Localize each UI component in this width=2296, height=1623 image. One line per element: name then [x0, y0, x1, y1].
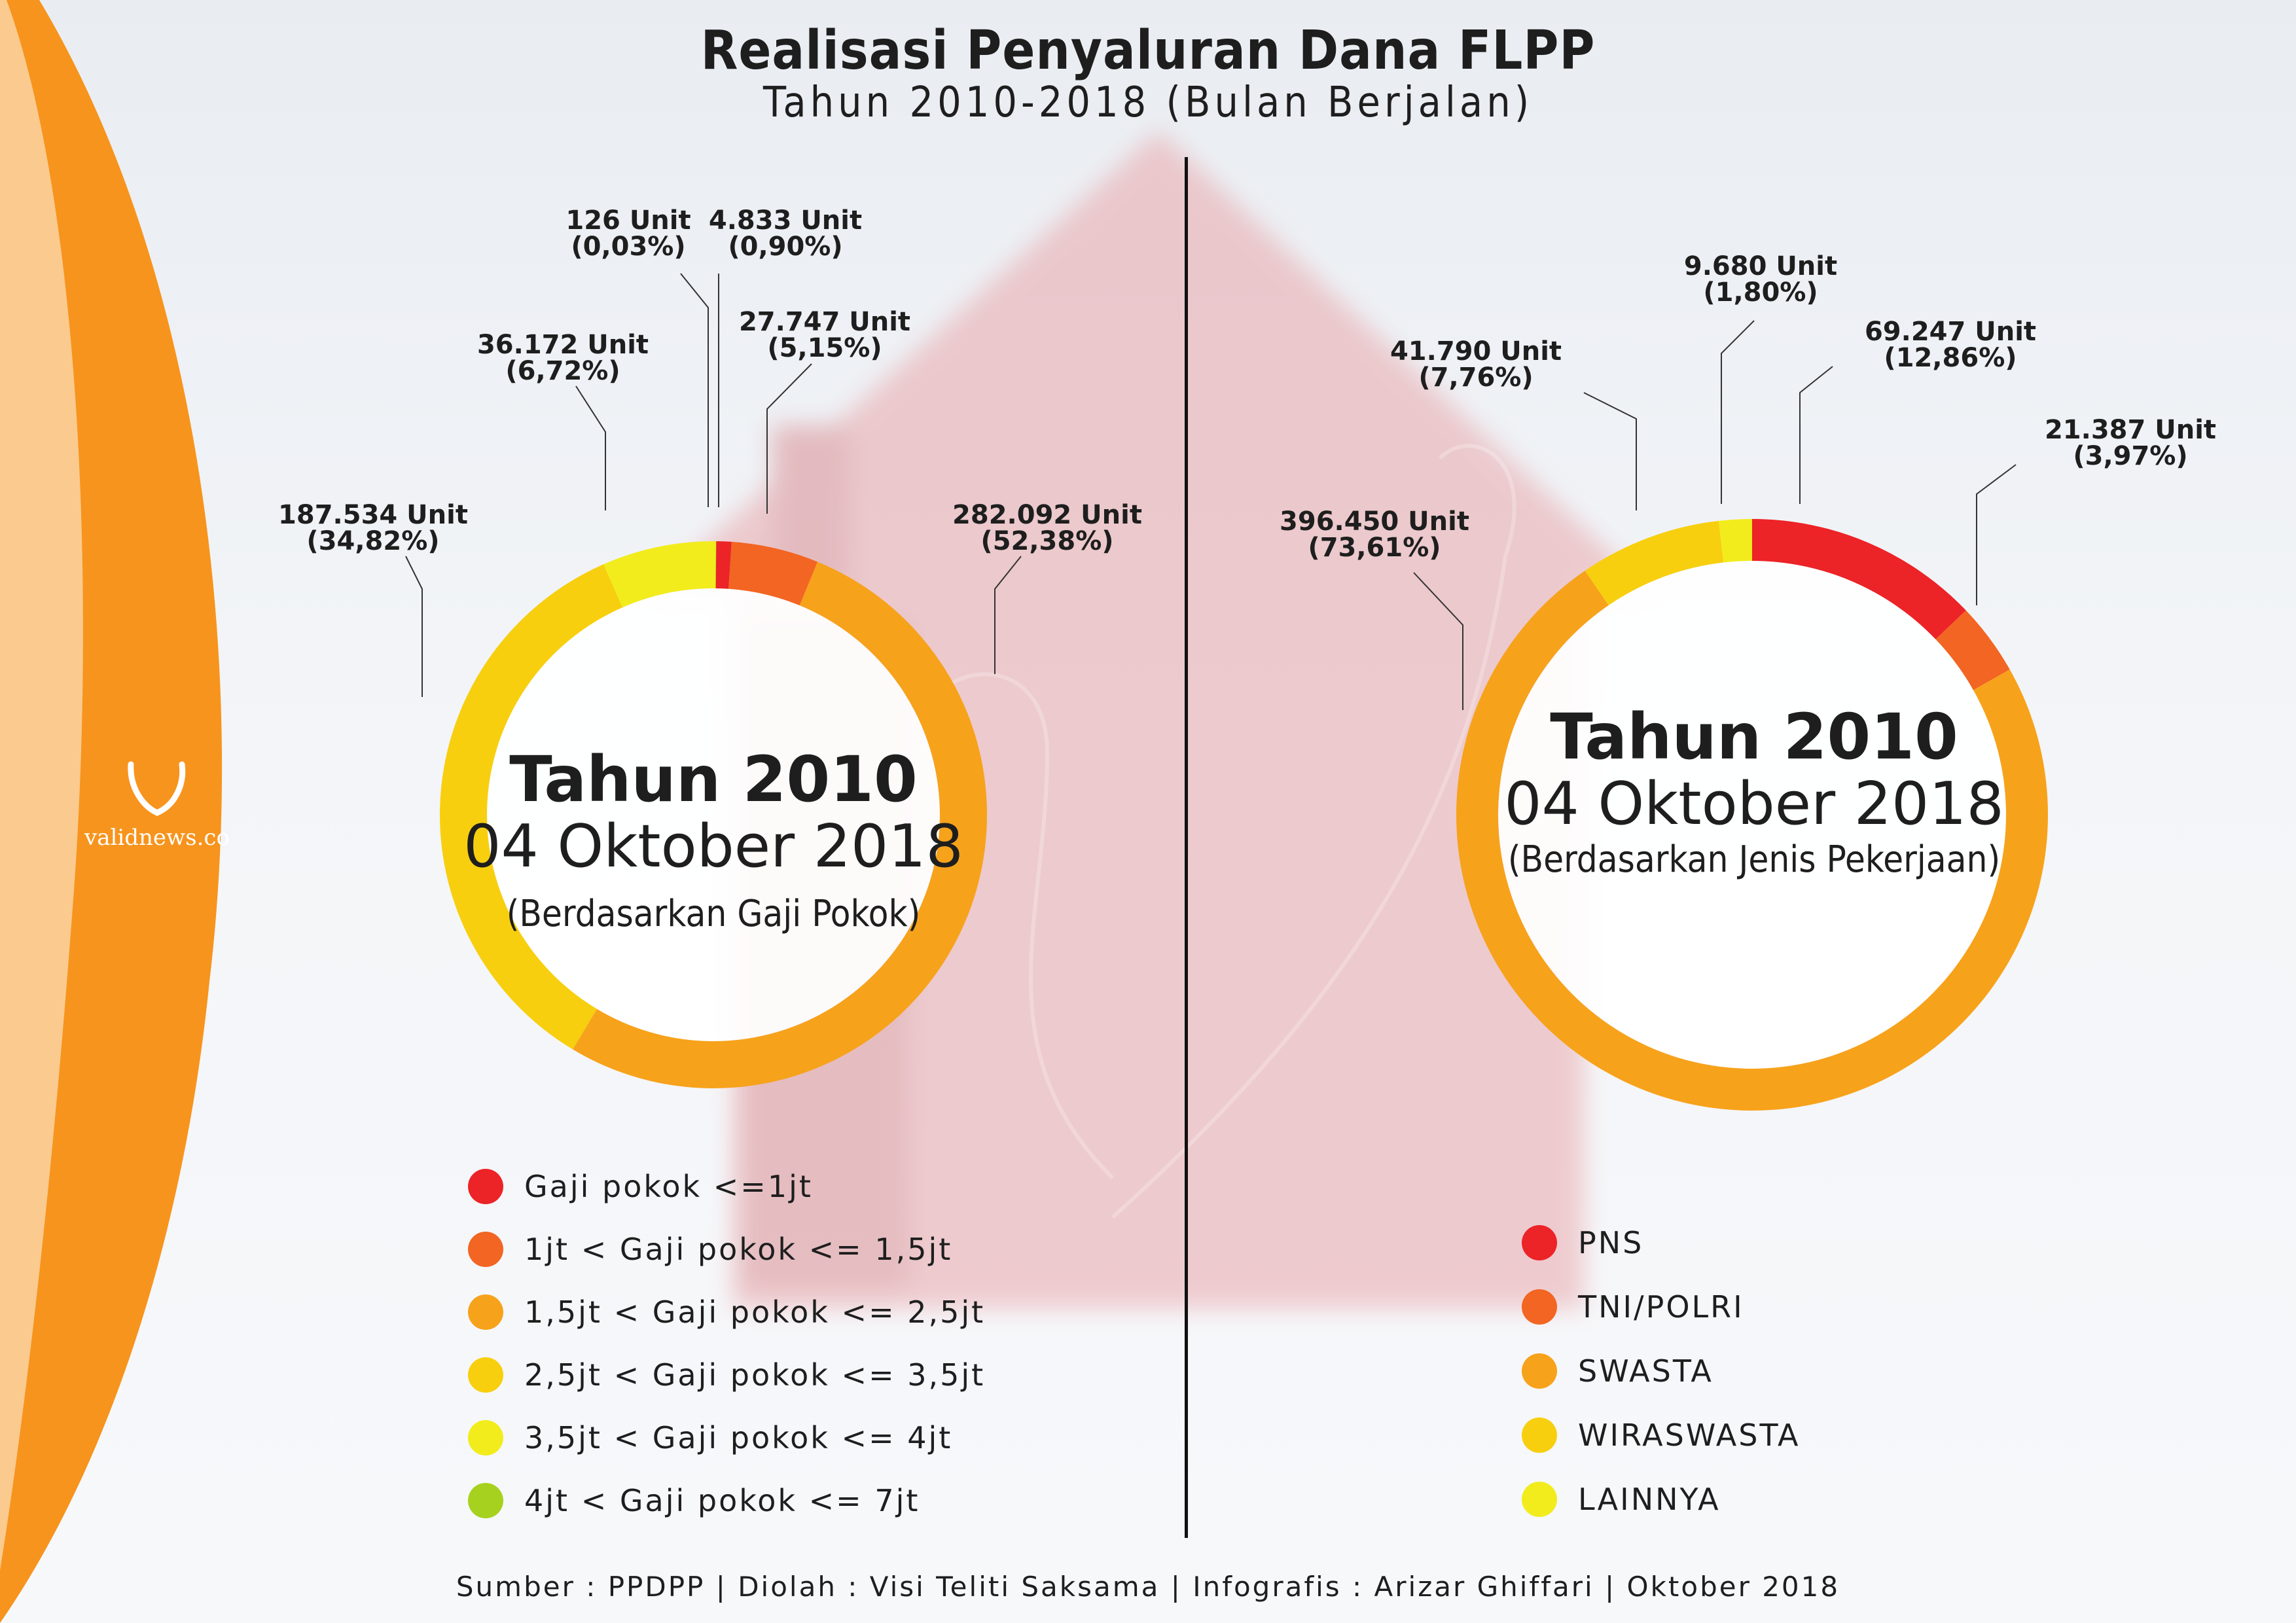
leader-line [1413, 572, 1463, 710]
legend-swatch [1522, 1225, 1557, 1260]
donut-slice [1719, 519, 1752, 563]
slice-percent-label: (5,15%) [767, 333, 882, 363]
slice-percent-label: (1,80%) [1703, 277, 1818, 308]
slice-unit-label: 187.534 Unit [278, 500, 468, 530]
legend-label: PNS [1578, 1225, 1644, 1260]
brand-logo: validnews.co [79, 759, 236, 851]
page-subtitle: Tahun 2010-2018 (Bulan Berjalan) [762, 79, 1534, 127]
center-year: Tahun 2010 [1550, 700, 1958, 774]
slice-percent-label: (0,03%) [571, 232, 685, 262]
legend-swatch [468, 1357, 503, 1393]
legend-swatch [468, 1294, 503, 1330]
legend-item: Gaji pokok <=1jt [468, 1155, 985, 1218]
legend-item: 4jt < Gaji pokok <= 7jt [468, 1469, 985, 1532]
donut-gaji-pokok: 126 Unit(0,03%) 4.833 Unit(0,90%) 27.747 U… [278, 205, 1142, 1088]
center-year: Tahun 2010 [509, 743, 918, 816]
legend-swatch [468, 1483, 503, 1518]
donut-slice [439, 564, 623, 1050]
slice-unit-label: 4.833 Unit [709, 205, 862, 236]
legend-right: PNS TNI/POLRI SWASTA WIRASWASTA LAINNYA [1522, 1211, 1800, 1531]
chart-center-left: Tahun 2010 04 Oktober 2018 (Berdasarkan … [419, 743, 1008, 935]
slice-percent-label: (7,76%) [1418, 363, 1533, 393]
donut-hole [487, 588, 940, 1041]
legend-swatch [1522, 1418, 1557, 1453]
donut-slice [1585, 520, 1724, 605]
legend-label: WIRASWASTA [1578, 1418, 1801, 1453]
leader-line [1799, 366, 1833, 504]
legend-label: 1,5jt < Gaji pokok <= 2,5jt [524, 1294, 986, 1330]
legend-label: Gaji pokok <=1jt [524, 1169, 813, 1204]
slice-percent-label: (52,38%) [980, 526, 1113, 556]
center-divider [1185, 157, 1188, 1538]
center-date: 04 Oktober 2018 [1504, 770, 2004, 838]
legend-swatch [468, 1420, 503, 1455]
slice-unit-label: 36.172 Unit [477, 330, 649, 360]
slice-unit-label: 21.387 Unit [2045, 415, 2216, 445]
leader-line [766, 363, 812, 514]
leader-line [1976, 464, 2017, 605]
legend-item: SWASTA [1522, 1339, 1800, 1403]
slice-unit-label: 9.680 Unit [1684, 251, 1837, 281]
legend-swatch [468, 1232, 503, 1267]
legend-item: 1jt < Gaji pokok <= 1,5jt [468, 1218, 985, 1281]
leader-line [1721, 320, 1755, 504]
donut-slice [1935, 610, 2010, 690]
legend-label: 3,5jt < Gaji pokok <= 4jt [524, 1420, 953, 1455]
legend-label: 1jt < Gaji pokok <= 1,5jt [524, 1232, 953, 1267]
donut-hole [1498, 561, 2006, 1069]
leader-line [1583, 392, 1637, 510]
donut-slice [603, 541, 716, 608]
legend-item: WIRASWASTA [1522, 1403, 1800, 1467]
leader-line [575, 385, 606, 510]
leader-line [680, 273, 709, 507]
slice-unit-label: 69.247 Unit [1865, 317, 2036, 347]
legend-label: LAINNYA [1578, 1482, 1721, 1517]
legend-item: LAINNYA [1522, 1467, 1800, 1531]
slice-percent-label: (34,82%) [306, 526, 439, 556]
legend-item: 2,5jt < Gaji pokok <= 3,5jt [468, 1344, 985, 1406]
leader-line [405, 556, 423, 697]
slice-percent-label: (6,72%) [505, 356, 620, 386]
leader-line [994, 556, 1022, 674]
legend-label: TNI/POLRI [1578, 1289, 1744, 1325]
slice-unit-label: 282.092 Unit [952, 500, 1142, 530]
donut-jenis-pekerjaan: 9.680 Unit(1,80%) 69.247 Unit(12,86%) 21.3… [1280, 251, 2216, 1111]
legend-label: 4jt < Gaji pokok <= 7jt [524, 1483, 920, 1518]
donut-slice [715, 541, 732, 589]
legend-item: TNI/POLRI [1522, 1275, 1800, 1339]
legend-label: SWASTA [1578, 1353, 1713, 1389]
chart-center-right: Tahun 2010 04 Oktober 2018 (Berdasarkan … [1460, 700, 2049, 881]
donut-slice [728, 541, 818, 606]
legend-label: 2,5jt < Gaji pokok <= 3,5jt [524, 1357, 986, 1393]
legend-item: 3,5jt < Gaji pokok <= 4jt [468, 1406, 985, 1469]
center-basis: (Berdasarkan Gaji Pokok) [506, 893, 921, 935]
source-footer: Sumber : PPDPP | Diolah : Visi Teliti Sa… [456, 1571, 1840, 1603]
slice-percent-label: (3,97%) [2073, 441, 2187, 471]
center-date: 04 Oktober 2018 [463, 812, 963, 881]
legend-swatch [1522, 1482, 1557, 1517]
legend-swatch [468, 1169, 503, 1204]
slice-percent-label: (73,61%) [1308, 533, 1441, 563]
slice-unit-label: 41.790 Unit [1390, 336, 1562, 366]
validnews-logo-icon [128, 761, 186, 816]
page-title: Realisasi Penyaluran Dana FLPP [700, 20, 1596, 82]
slice-unit-label: 396.450 Unit [1280, 507, 1469, 537]
legend-left: Gaji pokok <=1jt 1jt < Gaji pokok <= 1,5j… [468, 1155, 985, 1532]
legend-swatch [1522, 1289, 1557, 1325]
legend-swatch [1522, 1353, 1557, 1389]
brand-logo-text: validnews.co [84, 825, 230, 851]
legend-item: 1,5jt < Gaji pokok <= 2,5jt [468, 1281, 985, 1344]
slice-percent-label: (0,90%) [728, 232, 842, 262]
donut-slice [1752, 519, 1966, 639]
slice-percent-label: (12,86%) [1884, 343, 2017, 373]
slice-unit-label: 27.747 Unit [739, 307, 910, 337]
legend-item: PNS [1522, 1211, 1800, 1275]
slice-unit-label: 126 Unit [565, 205, 691, 236]
center-basis: (Berdasarkan Jenis Pekerjaan) [1507, 838, 2001, 881]
donut-slice [572, 562, 987, 1088]
